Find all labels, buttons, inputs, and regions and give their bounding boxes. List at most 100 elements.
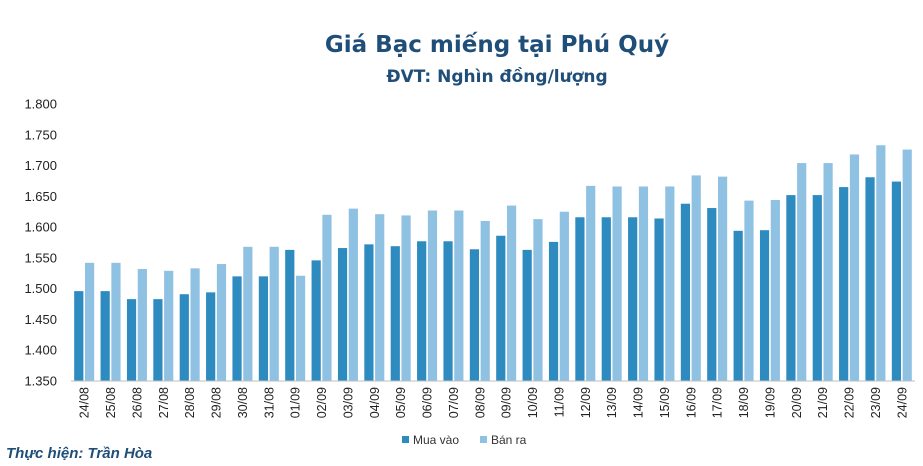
y-tick-label: 1.650 — [24, 189, 57, 204]
bar-ban-ra — [691, 175, 701, 381]
bar-mua-vao — [680, 203, 691, 381]
bar-ban-ra — [84, 262, 95, 381]
bar-ban-ra — [401, 215, 411, 381]
y-tick-label: 1.350 — [24, 374, 57, 389]
x-tick-label: 11/09 — [552, 387, 566, 417]
bar-mua-vao — [311, 260, 321, 381]
y-axis: 1.350 1.400 1.450 1.500 1.550 1.600 1.650 1.700… — [24, 97, 57, 389]
x-tick-label: 13/09 — [605, 387, 619, 418]
bar-ban-ra — [638, 186, 649, 381]
bar-mua-vao — [812, 195, 822, 381]
bar-mua-vao — [759, 230, 770, 381]
x-tick-label: 27/08 — [157, 387, 171, 418]
bar-mua-vao — [206, 292, 216, 381]
bar-mua-vao — [153, 299, 163, 381]
x-tick-label: 07/09 — [447, 387, 461, 418]
bar-ban-ra — [586, 185, 596, 381]
bar-mua-vao — [364, 244, 374, 381]
bar-ban-ra — [823, 163, 833, 381]
x-tick-label: 24/08 — [78, 387, 92, 418]
x-axis: 24/08 25/08 26/08 27/08 28/08 29/08 30/08 31/08… — [78, 387, 910, 418]
x-tick-label: 21/09 — [816, 387, 830, 418]
chart-subtitle: ĐVT: Nghìn đồng/lượng — [386, 66, 607, 87]
bar-ban-ra — [322, 214, 332, 381]
y-tick-label: 1.400 — [24, 343, 57, 358]
credit-text: Thực hiện: Trần Hòa — [6, 445, 152, 462]
legend-swatch-mua-vao — [402, 436, 409, 443]
bar-ban-ra — [269, 246, 279, 381]
bar-ban-ra — [348, 208, 358, 381]
y-tick-label: 1.550 — [24, 250, 57, 265]
bar-ban-ra — [137, 268, 147, 381]
bar-mua-vao — [337, 248, 348, 381]
x-tick-label: 19/09 — [763, 387, 777, 418]
bar-mua-vao — [232, 276, 242, 381]
legend-swatch-ban-ra — [480, 436, 487, 443]
bar-ban-ra — [717, 176, 728, 381]
x-tick-label: 08/09 — [473, 387, 487, 418]
bar-mua-vao — [469, 249, 480, 381]
bar-ban-ra — [612, 186, 622, 381]
x-tick-label: 09/09 — [500, 387, 514, 418]
x-tick-label: 26/08 — [130, 387, 144, 418]
bar-mua-vao — [707, 208, 717, 381]
x-tick-label: 25/08 — [104, 387, 118, 418]
x-tick-label: 16/09 — [684, 387, 698, 418]
y-tick-label: 1.600 — [24, 220, 57, 235]
bar-ban-ra — [744, 200, 754, 381]
y-tick-label: 1.450 — [24, 312, 57, 327]
x-tick-label: 20/09 — [790, 387, 804, 418]
bar-mua-vao — [496, 235, 506, 381]
x-tick-label: 18/09 — [737, 387, 751, 418]
bar-mua-vao — [417, 241, 427, 381]
bar-mua-vao — [522, 249, 532, 381]
bar-mua-vao — [786, 195, 796, 381]
y-tick-label: 1.500 — [24, 281, 57, 296]
x-tick-label: 05/09 — [394, 387, 408, 418]
bar-ban-ra — [876, 145, 886, 381]
bar-ban-ra — [295, 275, 306, 381]
x-tick-label: 14/09 — [632, 387, 646, 418]
bar-mua-vao — [865, 177, 875, 381]
bar-mua-vao — [390, 246, 400, 381]
x-tick-label: 23/09 — [869, 387, 883, 418]
bar-ban-ra — [111, 262, 121, 381]
bar-mua-vao — [733, 230, 743, 381]
bar-mua-vao — [839, 187, 849, 381]
bar-ban-ra — [243, 246, 253, 381]
bar-mua-vao — [100, 291, 110, 381]
bar-mua-vao — [654, 218, 664, 381]
bar-mua-vao — [891, 181, 902, 381]
x-tick-label: 24/09 — [895, 387, 909, 418]
bar-mua-vao — [258, 276, 269, 381]
x-tick-label: 12/09 — [579, 387, 593, 418]
bar-ban-ra — [506, 205, 517, 381]
bar-ban-ra — [849, 154, 860, 381]
bar-ban-ra — [559, 211, 569, 381]
bar-ban-ra — [216, 264, 227, 381]
legend-label-mua-vao: Mua vào — [413, 433, 459, 447]
bar-ban-ra — [665, 186, 675, 381]
x-tick-label: 15/09 — [658, 387, 672, 418]
bar-mua-vao — [179, 294, 189, 381]
bar-ban-ra — [770, 200, 780, 381]
bar-ban-ra — [164, 270, 174, 381]
y-tick-label: 1.700 — [24, 158, 57, 173]
x-tick-label: 17/09 — [711, 387, 725, 418]
bar-ban-ra — [797, 163, 807, 381]
bar-ban-ra — [427, 210, 438, 381]
bar-mua-vao — [443, 241, 453, 381]
bar-ban-ra — [533, 219, 543, 381]
x-tick-label: 28/08 — [183, 387, 197, 418]
x-tick-label: 30/08 — [236, 387, 250, 418]
bar-ban-ra — [190, 268, 200, 381]
x-tick-label: 31/08 — [262, 387, 276, 418]
bar-mua-vao — [548, 241, 559, 381]
bar-ban-ra — [454, 210, 464, 381]
x-tick-label: 04/09 — [368, 387, 382, 418]
legend-label-ban-ra: Bán ra — [491, 433, 527, 447]
x-tick-label: 10/09 — [526, 387, 540, 418]
bar-mua-vao — [126, 299, 137, 381]
bar-ban-ra — [902, 149, 912, 381]
